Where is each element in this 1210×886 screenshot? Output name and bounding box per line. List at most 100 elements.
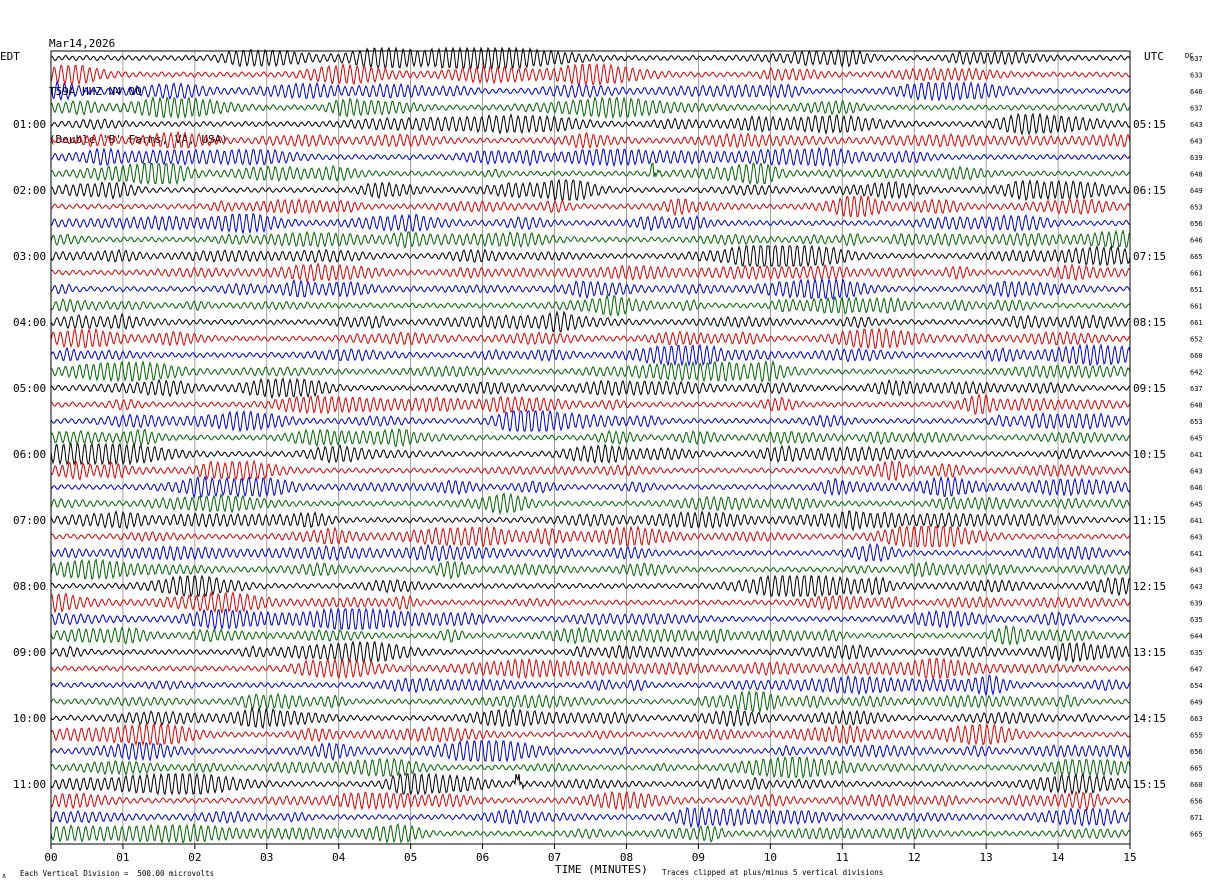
dc-value: 656 bbox=[1190, 748, 1203, 756]
dc-value: 648 bbox=[1190, 171, 1203, 179]
utc-time-label: 13:15 bbox=[1133, 646, 1166, 659]
trace-line bbox=[50, 80, 1131, 102]
corner-mark: ∧ bbox=[2, 872, 6, 880]
trace-line bbox=[50, 343, 1131, 367]
utc-time-label: 08:15 bbox=[1133, 316, 1166, 329]
trace-line bbox=[50, 162, 1131, 186]
x-tick-label: 05 bbox=[404, 851, 417, 864]
trace-line bbox=[51, 46, 1131, 70]
trace-line bbox=[50, 772, 1131, 796]
dc-value: 646 bbox=[1190, 237, 1203, 245]
x-tick-label: 07 bbox=[548, 851, 561, 864]
right-axis-label: UTC bbox=[1144, 50, 1164, 63]
edt-time-label: 03:00 bbox=[13, 250, 46, 263]
utc-time-label: 12:15 bbox=[1133, 580, 1166, 593]
dc-value: 649 bbox=[1190, 187, 1203, 195]
edt-time-label: 11:00 bbox=[13, 778, 46, 791]
dc-value: 665 bbox=[1190, 765, 1203, 773]
dc-value: 649 bbox=[1190, 699, 1203, 707]
x-tick-label: 13 bbox=[980, 851, 993, 864]
trace-line bbox=[50, 95, 1131, 120]
dc-value: 665 bbox=[1190, 253, 1203, 261]
dc-value: 655 bbox=[1190, 732, 1203, 740]
x-tick-label: 15 bbox=[1123, 851, 1136, 864]
left-axis-label: EDT bbox=[0, 50, 20, 63]
trace-line bbox=[50, 130, 1131, 150]
dc-value: 646 bbox=[1190, 484, 1203, 492]
dc-value: 671 bbox=[1190, 814, 1203, 822]
trace-line bbox=[50, 674, 1131, 697]
dc-value: 651 bbox=[1190, 286, 1203, 294]
dc-value: 637 bbox=[1190, 385, 1203, 393]
trace-line bbox=[50, 327, 1131, 350]
utc-time-label: 07:15 bbox=[1133, 250, 1166, 263]
dc-value: 644 bbox=[1190, 633, 1203, 641]
x-tick-label: 03 bbox=[260, 851, 273, 864]
trace-line bbox=[50, 739, 1131, 763]
trace-line bbox=[50, 427, 1131, 448]
dc-value: 646 bbox=[1190, 88, 1203, 96]
dc-value: 643 bbox=[1190, 468, 1203, 476]
dc-value: 641 bbox=[1190, 517, 1203, 525]
dc-value: 661 bbox=[1190, 270, 1203, 278]
trace-line bbox=[50, 377, 1131, 400]
trace-line bbox=[50, 624, 1131, 646]
header-date: Mar14,2026 bbox=[49, 37, 116, 50]
trace-line bbox=[50, 212, 1131, 235]
dc-value: 647 bbox=[1190, 666, 1203, 674]
trace-line bbox=[50, 359, 1131, 383]
dc-value: 643 bbox=[1190, 138, 1203, 146]
trace-line bbox=[50, 277, 1131, 301]
utc-time-label: 10:15 bbox=[1133, 448, 1166, 461]
edt-time-label: 06:00 bbox=[13, 448, 46, 461]
edt-time-label: 04:00 bbox=[13, 316, 46, 329]
dc-value: 641 bbox=[1190, 451, 1203, 459]
x-tick-label: 00 bbox=[44, 851, 57, 864]
scale-note: Each Vertical Division = 500.00 microvol… bbox=[20, 869, 214, 878]
trace-line bbox=[50, 475, 1131, 499]
trace-line bbox=[50, 178, 1131, 202]
dc-value: 661 bbox=[1190, 319, 1203, 327]
x-tick-label: 11 bbox=[836, 851, 849, 864]
trace-line bbox=[50, 607, 1131, 631]
trace-line bbox=[50, 542, 1131, 563]
edt-time-label: 07:00 bbox=[13, 514, 46, 527]
edt-time-label: 09:00 bbox=[13, 646, 46, 659]
x-tick-label: 06 bbox=[476, 851, 489, 864]
trace-line bbox=[50, 590, 1131, 615]
trace-line bbox=[50, 146, 1131, 168]
dc-value: 639 bbox=[1190, 600, 1203, 608]
dc-value: 654 bbox=[1190, 682, 1203, 690]
trace-line bbox=[50, 657, 1131, 681]
dc-value: 643 bbox=[1190, 121, 1203, 129]
utc-time-label: 05:15 bbox=[1133, 118, 1166, 131]
dc-value: 642 bbox=[1190, 369, 1203, 377]
dc-value: 653 bbox=[1190, 418, 1203, 426]
trace-line bbox=[50, 509, 1131, 532]
x-tick-label: 01 bbox=[116, 851, 129, 864]
dc-value: 661 bbox=[1190, 303, 1203, 311]
trace-line bbox=[50, 310, 1131, 333]
trace-line bbox=[50, 558, 1131, 581]
dc-value: 637 bbox=[1190, 55, 1203, 63]
trace-line bbox=[50, 640, 1131, 664]
dc-value: 652 bbox=[1190, 336, 1203, 344]
x-tick-label: 10 bbox=[764, 851, 777, 864]
dc-value: 643 bbox=[1190, 534, 1203, 542]
x-tick-label: 12 bbox=[908, 851, 921, 864]
plot-frame bbox=[50, 50, 1131, 845]
edt-time-label: 05:00 bbox=[13, 382, 46, 395]
x-tick-label: 08 bbox=[620, 851, 633, 864]
trace-line bbox=[50, 722, 1131, 747]
dc-value: 660 bbox=[1190, 781, 1203, 789]
edt-time-label: 02:00 bbox=[13, 184, 46, 197]
trace-line bbox=[50, 442, 1131, 466]
trace-line bbox=[50, 195, 1131, 218]
dc-value: 665 bbox=[1190, 831, 1203, 839]
edt-time-label: 01:00 bbox=[13, 118, 46, 131]
dc-value: 648 bbox=[1190, 402, 1203, 410]
dc-value: 653 bbox=[1190, 204, 1203, 212]
trace-line bbox=[50, 392, 1131, 415]
utc-time-label: 09:15 bbox=[1133, 382, 1166, 395]
trace-line bbox=[50, 409, 1131, 433]
